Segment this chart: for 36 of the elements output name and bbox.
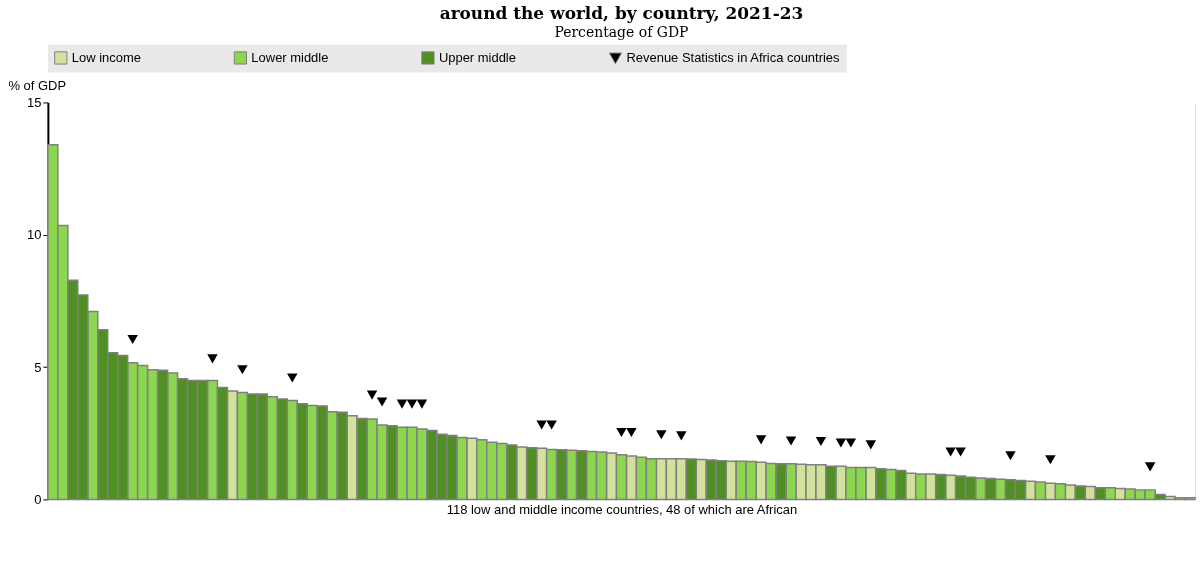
point [1005, 451, 1016, 461]
point [287, 373, 298, 383]
point [1045, 455, 1056, 465]
y-tick-label: 5 [34, 359, 42, 375]
y-tick-label: 10 [26, 227, 42, 243]
point [835, 438, 847, 448]
point [406, 399, 418, 409]
point [416, 399, 428, 409]
x-axis-title: 118 low and middle income countries, 48 of which are African [446, 501, 798, 517]
point [755, 435, 767, 445]
point [845, 438, 857, 448]
point [396, 399, 408, 409]
point [616, 427, 627, 437]
point [656, 430, 667, 440]
point [626, 427, 637, 437]
y-tick-label: 0 [34, 491, 42, 507]
point [1144, 462, 1156, 472]
y-tick-label: 15 [26, 94, 42, 110]
point [676, 431, 687, 441]
chart-subtitle: Percentage of GDP [554, 23, 689, 40]
point [127, 335, 138, 345]
legend-label: Revenue Statistics in Africa countries [626, 50, 841, 66]
point [945, 447, 956, 457]
y-axis-title: % of GDP [8, 77, 67, 93]
point [955, 447, 966, 457]
point [815, 436, 827, 446]
point [237, 365, 248, 375]
point [376, 397, 388, 407]
point [366, 390, 378, 400]
legend-label: Upper middle [438, 49, 516, 65]
legend-label: Lower middle [251, 49, 329, 65]
point [865, 440, 877, 450]
point [207, 354, 218, 364]
legend-label: Low income [71, 49, 141, 65]
point [785, 436, 797, 446]
chart-title: around the world, by country, 2021-23 [439, 2, 804, 23]
